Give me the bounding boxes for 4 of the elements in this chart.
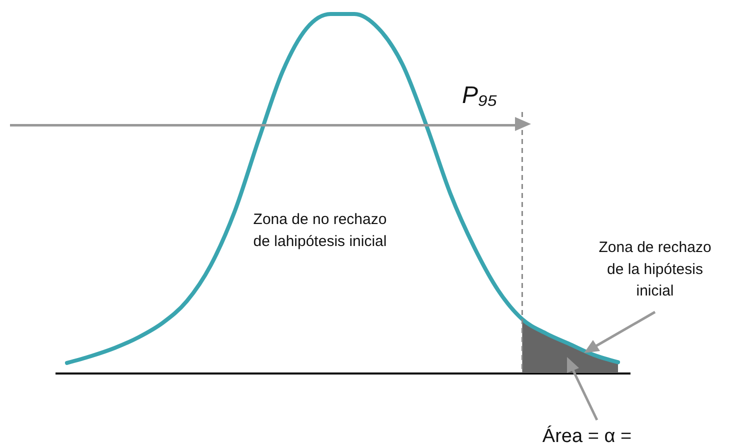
annotation: P₉₅ [462, 82, 498, 109]
annotation: Zona de no rechazo de lahipótesis inicial [253, 211, 387, 250]
annotation: Zona de rechazo de la hipótesis inicial [598, 239, 712, 300]
text: Área = α = [542, 425, 632, 446]
